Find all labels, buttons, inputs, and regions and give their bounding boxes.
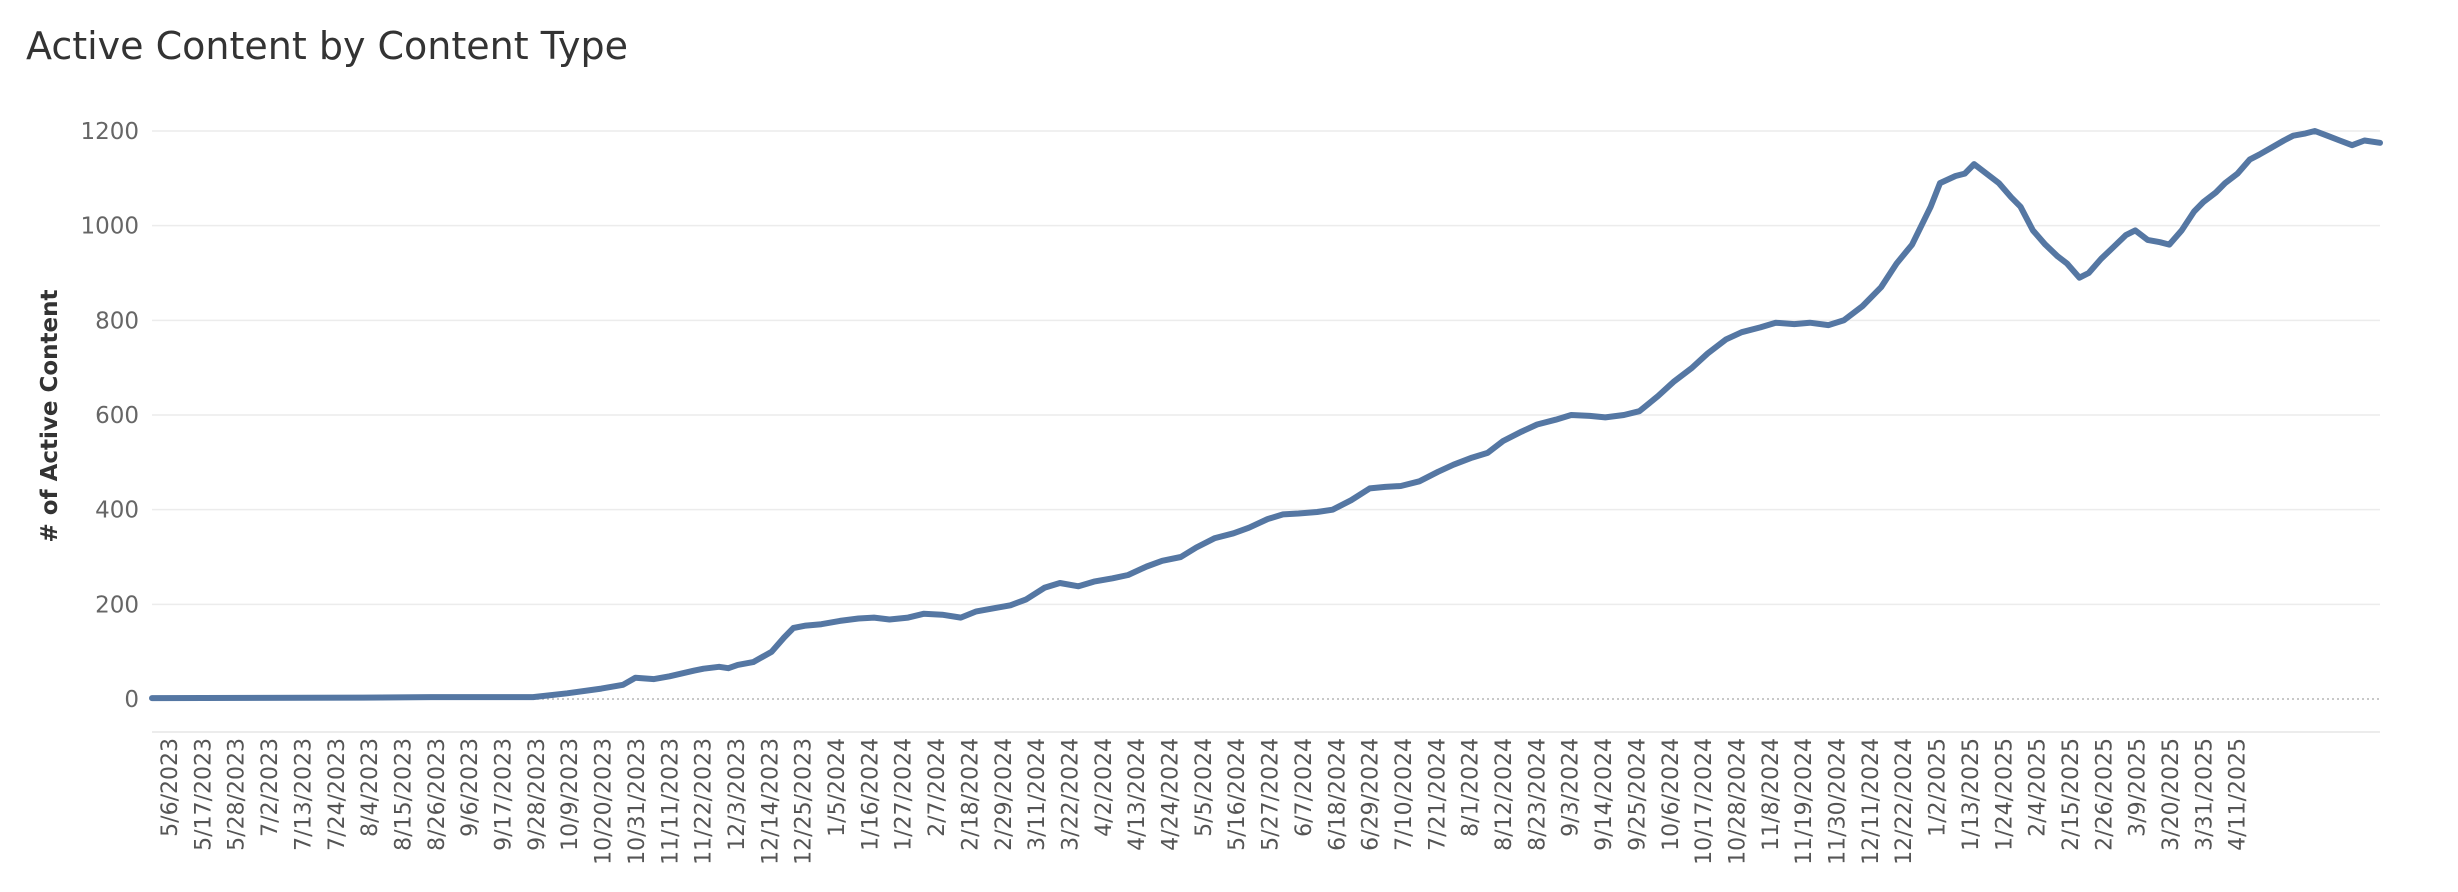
x-tick-label: 1/16/2024 (858, 738, 883, 851)
x-tick-label: 12/25/2023 (792, 738, 817, 865)
y-tick-label: 400 (95, 498, 139, 524)
x-tick-label: 1/27/2024 (892, 738, 917, 851)
x-tick-label: 8/26/2023 (425, 738, 450, 851)
x-tick-label: 10/17/2024 (1692, 738, 1717, 865)
x-tick-label: 8/1/2024 (1459, 738, 1484, 837)
x-tick-label: 11/8/2024 (1759, 738, 1784, 851)
x-tick-label: 1/5/2024 (825, 738, 850, 837)
x-tick-label: 3/11/2024 (1025, 738, 1050, 851)
x-tick-label: 4/24/2024 (1159, 738, 1184, 851)
x-tick-label: 8/4/2023 (358, 738, 383, 837)
x-tick-label: 10/28/2024 (1725, 738, 1750, 865)
x-tick-label: 9/28/2023 (525, 738, 550, 851)
y-tick-label: 200 (95, 592, 139, 618)
series-line-0 (149, 128, 2383, 702)
x-tick-label: 5/5/2024 (1192, 738, 1217, 837)
x-tick-label: 10/20/2023 (592, 738, 617, 865)
x-tick-label: 12/3/2023 (725, 738, 750, 851)
x-tick-label: 9/3/2024 (1559, 738, 1584, 837)
y-tick-label: 600 (95, 403, 139, 429)
y-tick-label: 1000 (80, 214, 139, 240)
x-tick-label: 4/11/2025 (2226, 738, 2251, 851)
x-tick-label: 6/18/2024 (1325, 738, 1350, 851)
x-tick-label: 11/22/2023 (692, 738, 717, 865)
x-tick-label: 4/13/2024 (1125, 738, 1150, 851)
x-tick-label: 9/25/2024 (1625, 738, 1650, 851)
x-tick-label: 3/20/2025 (2159, 738, 2184, 851)
x-tick-label: 3/9/2025 (2126, 738, 2151, 837)
x-tick-label: 8/23/2024 (1525, 738, 1550, 851)
x-tick-label: 7/24/2023 (325, 738, 350, 851)
x-tick-label: 8/15/2023 (391, 738, 416, 851)
series-layer (149, 128, 2383, 702)
x-tick-label: 5/27/2024 (1259, 738, 1284, 851)
x-tick-label: 2/18/2024 (958, 738, 983, 851)
x-axis-ticks: 5/6/2023 5/17/2023 5/28/2023 7/2/2023 7/13/2… (158, 738, 2251, 865)
x-tick-label: 5/6/2023 (158, 738, 183, 837)
x-tick-label: 3/22/2024 (1058, 738, 1083, 851)
x-tick-label: 5/16/2024 (1225, 738, 1250, 851)
x-tick-label: 7/13/2023 (291, 738, 316, 851)
x-tick-label: 9/14/2024 (1592, 738, 1617, 851)
y-tick-label: 1200 (80, 119, 139, 145)
y-tick-label: 0 (124, 687, 139, 713)
y-axis-ticks: 0 200 400 600 800 1000 1200 (80, 119, 139, 713)
x-tick-label: 8/12/2024 (1492, 738, 1517, 851)
x-tick-label: 3/31/2025 (2192, 738, 2217, 851)
x-tick-label: 5/17/2023 (191, 738, 216, 851)
x-tick-label: 2/4/2025 (2026, 738, 2051, 837)
x-tick-label: 11/11/2023 (658, 738, 683, 865)
x-tick-label: 1/2/2025 (1926, 738, 1951, 837)
y-tick-label: 800 (95, 308, 139, 334)
x-tick-label: 6/7/2024 (1292, 738, 1317, 837)
x-tick-label: 11/30/2024 (1826, 738, 1851, 865)
x-tick-label: 9/6/2023 (458, 738, 483, 837)
x-tick-label: 2/7/2024 (925, 738, 950, 837)
x-tick-label: 4/2/2024 (1092, 738, 1117, 837)
x-tick-label: 11/19/2024 (1792, 738, 1817, 865)
x-tick-label: 7/10/2024 (1392, 738, 1417, 851)
x-tick-label: 1/13/2025 (1959, 738, 1984, 851)
x-tick-label: 2/29/2024 (992, 738, 1017, 851)
y-axis-label: # of Active Content (37, 289, 63, 542)
x-tick-label: 9/17/2023 (492, 738, 517, 851)
grid-lines (152, 130, 2380, 733)
x-tick-label: 5/28/2023 (225, 738, 250, 851)
x-tick-label: 2/15/2025 (2059, 738, 2084, 851)
x-tick-label: 1/24/2025 (1992, 738, 2017, 851)
x-tick-label: 2/26/2025 (2092, 738, 2117, 851)
x-tick-label: 10/6/2024 (1659, 738, 1684, 851)
x-tick-label: 12/22/2024 (1892, 738, 1917, 865)
chart-title: Active Content by Content Type (26, 24, 629, 68)
x-tick-label: 7/21/2024 (1425, 738, 1450, 851)
x-tick-label: 7/2/2023 (258, 738, 283, 837)
x-tick-label: 12/14/2023 (758, 738, 783, 865)
x-tick-label: 10/31/2023 (625, 738, 650, 865)
x-tick-label: 6/29/2024 (1359, 738, 1384, 851)
x-tick-label: 12/11/2024 (1859, 738, 1884, 865)
x-tick-label: 10/9/2023 (558, 738, 583, 851)
